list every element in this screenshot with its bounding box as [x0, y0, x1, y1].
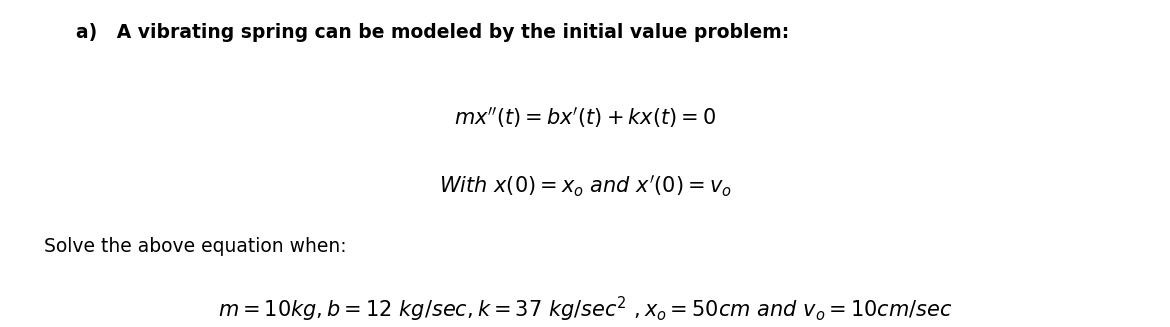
Text: a)   A vibrating spring can be modeled by the initial value problem:: a) A vibrating spring can be modeled by … [76, 23, 790, 42]
Text: $With\ x(0) = x_o\ and\ x'(0) = v_o$: $With\ x(0) = x_o\ and\ x'(0) = v_o$ [439, 173, 731, 199]
Text: $mx''(t) = bx'(t) + kx(t) = 0$: $mx''(t) = bx'(t) + kx(t) = 0$ [454, 105, 716, 129]
Text: $m = 10kg, b = 12\ kg/sec, k = 37\ kg/sec^2\ ,x_o = 50cm\ and\ v_o = 10cm/sec$: $m = 10kg, b = 12\ kg/sec, k = 37\ kg/se… [218, 294, 952, 323]
Text: Solve the above equation when:: Solve the above equation when: [44, 237, 347, 256]
